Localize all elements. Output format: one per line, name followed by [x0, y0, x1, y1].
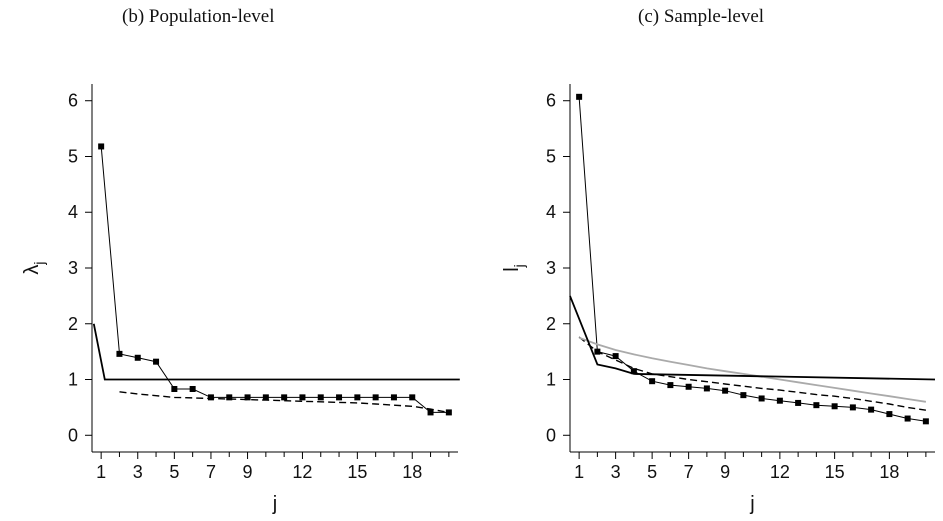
series-line-thin-solid-markers [100, 146, 449, 413]
series-marker [795, 399, 802, 406]
series-marker [685, 383, 692, 390]
y-tick-label: 5 [546, 146, 556, 166]
series-marker [904, 415, 911, 422]
series-marker [244, 394, 251, 401]
series-marker [667, 382, 674, 389]
series-marker [116, 350, 123, 357]
y-axis-title-main: l [501, 267, 523, 271]
series-marker [776, 397, 783, 404]
y-tick-label: 4 [68, 202, 78, 222]
series-marker [153, 358, 160, 365]
x-tick-label: 18 [402, 462, 422, 482]
series-marker [849, 404, 856, 411]
y-axis-title: lj [501, 264, 527, 272]
series-marker [612, 353, 619, 360]
x-tick-label: 3 [133, 462, 143, 482]
series-line-thin-solid-markers [578, 96, 926, 422]
series-line-thick-solid [92, 323, 460, 381]
x-tick-label: 3 [611, 462, 621, 482]
series-line-thick-solid [569, 295, 936, 381]
x-axis-title: j [749, 493, 754, 515]
x-tick-label: 1 [574, 462, 584, 482]
series-marker [134, 354, 141, 361]
series-marker [831, 403, 838, 410]
y-tick-label: 0 [546, 425, 556, 445]
series-marker [317, 394, 324, 401]
y-tick-label: 1 [546, 370, 556, 390]
series-marker [299, 394, 306, 401]
y-tick-label: 2 [68, 314, 78, 334]
series-marker [703, 385, 710, 392]
y-axis-title-subscript: j [511, 264, 527, 268]
y-axis-title: λj [21, 261, 47, 274]
x-tick-label: 15 [347, 462, 367, 482]
series-marker [207, 394, 214, 401]
x-tick-label: 7 [684, 462, 694, 482]
y-tick-label: 4 [546, 202, 556, 222]
x-tick-label: 12 [770, 462, 790, 482]
series-marker [868, 406, 875, 413]
series-marker [813, 402, 820, 409]
x-tick-label: 5 [647, 462, 657, 482]
x-tick-label: 5 [169, 462, 179, 482]
x-tick-label: 1 [96, 462, 106, 482]
x-tick-label: 9 [720, 462, 730, 482]
series-marker [336, 394, 343, 401]
y-tick-label: 2 [546, 314, 556, 334]
series-marker [189, 385, 196, 392]
series-line-dashed [119, 391, 449, 414]
series-marker [262, 394, 269, 401]
y-tick-label: 0 [68, 425, 78, 445]
y-tick-label: 3 [546, 258, 556, 278]
x-tick-label: 7 [206, 462, 216, 482]
series-marker [427, 409, 434, 416]
series-marker [390, 394, 397, 401]
panel-title-b: (b) Population-level [122, 6, 275, 27]
series-marker [886, 411, 893, 418]
x-axis-title: j [272, 493, 277, 515]
series-marker [226, 394, 233, 401]
y-tick-label: 3 [68, 258, 78, 278]
y-tick-label: 6 [68, 91, 78, 111]
series-marker [722, 387, 729, 394]
series-line-dashed [578, 336, 927, 411]
series-marker [445, 409, 452, 416]
x-tick-label: 15 [825, 462, 845, 482]
series-marker [740, 392, 747, 399]
series-marker [171, 385, 178, 392]
series-marker [922, 418, 929, 425]
panel-title-c: (c) Sample-level [638, 6, 765, 27]
series-marker [576, 93, 583, 100]
series-marker [758, 395, 765, 402]
y-tick-label: 6 [546, 91, 556, 111]
series-marker [372, 394, 379, 401]
x-tick-label: 18 [879, 462, 899, 482]
x-tick-label: 9 [243, 462, 253, 482]
y-tick-label: 5 [68, 146, 78, 166]
y-axis-title-main: λ [21, 265, 43, 275]
series-marker [281, 394, 288, 401]
series-marker [409, 394, 416, 401]
series-marker [98, 143, 105, 150]
series-marker [630, 368, 637, 375]
series-marker [354, 394, 361, 401]
y-axis-title-subscript: j [31, 261, 47, 265]
series-marker [649, 378, 656, 385]
x-tick-label: 12 [292, 462, 312, 482]
y-tick-label: 1 [68, 370, 78, 390]
